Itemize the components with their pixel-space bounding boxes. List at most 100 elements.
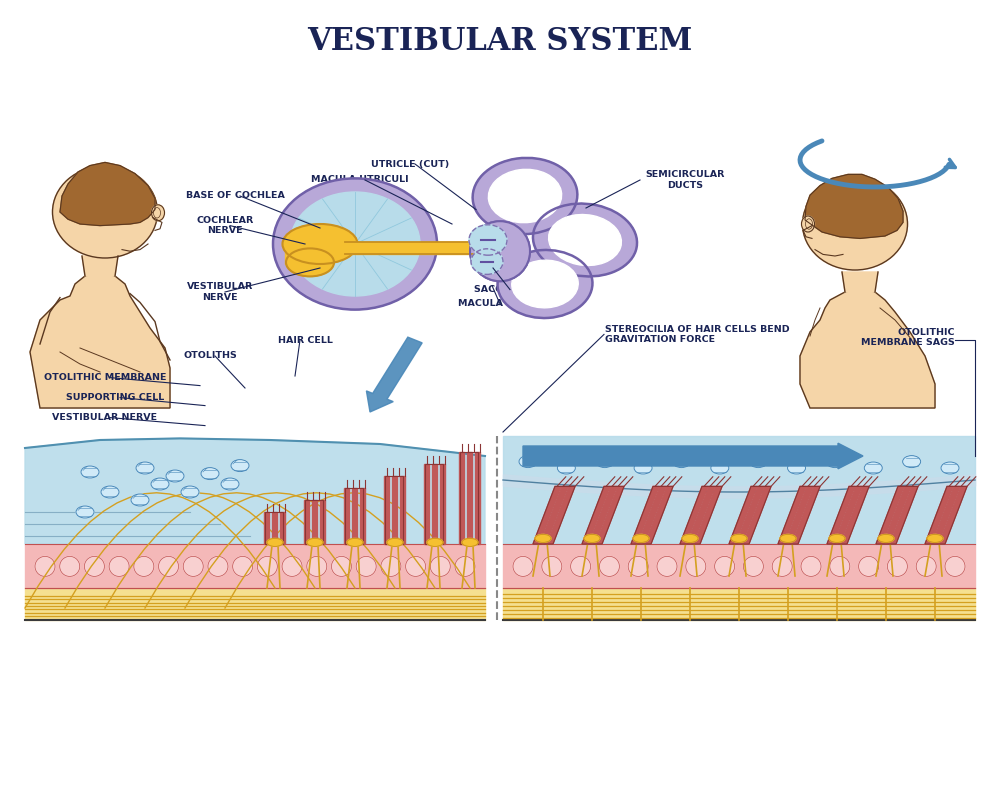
Polygon shape xyxy=(827,486,855,544)
Circle shape xyxy=(290,192,420,296)
Ellipse shape xyxy=(307,557,327,576)
Ellipse shape xyxy=(549,214,621,266)
Ellipse shape xyxy=(571,557,591,576)
Ellipse shape xyxy=(282,557,302,576)
Ellipse shape xyxy=(473,158,577,234)
Polygon shape xyxy=(778,486,806,544)
Ellipse shape xyxy=(462,538,478,546)
Ellipse shape xyxy=(715,557,735,576)
FancyArrow shape xyxy=(523,443,863,469)
Polygon shape xyxy=(890,486,918,544)
Ellipse shape xyxy=(81,466,99,478)
Ellipse shape xyxy=(927,534,943,542)
Ellipse shape xyxy=(830,557,850,576)
Polygon shape xyxy=(596,486,624,544)
Polygon shape xyxy=(25,544,485,588)
Bar xyxy=(320,500,325,544)
Bar xyxy=(344,488,349,544)
Ellipse shape xyxy=(60,557,80,576)
Ellipse shape xyxy=(628,557,648,576)
Ellipse shape xyxy=(470,221,530,281)
Text: VESTIBULAR SYSTEM: VESTIBULAR SYSTEM xyxy=(307,26,693,57)
Polygon shape xyxy=(25,588,485,620)
Circle shape xyxy=(469,225,507,255)
Polygon shape xyxy=(82,256,118,276)
Ellipse shape xyxy=(455,557,475,576)
Polygon shape xyxy=(834,486,862,544)
Polygon shape xyxy=(533,486,561,544)
Ellipse shape xyxy=(208,557,228,576)
Ellipse shape xyxy=(233,557,253,576)
Bar xyxy=(305,500,323,544)
FancyArrow shape xyxy=(366,337,422,412)
Ellipse shape xyxy=(109,557,129,576)
Polygon shape xyxy=(687,486,715,544)
Text: COCHLEAR
NERVE: COCHLEAR NERVE xyxy=(196,216,254,235)
Text: SEMICIRCULAR
DUCTS: SEMICIRCULAR DUCTS xyxy=(645,170,724,190)
Ellipse shape xyxy=(134,557,154,576)
Ellipse shape xyxy=(35,557,55,576)
Bar xyxy=(352,488,357,544)
Ellipse shape xyxy=(512,260,578,308)
Ellipse shape xyxy=(731,534,747,542)
Ellipse shape xyxy=(878,534,894,542)
Ellipse shape xyxy=(513,557,533,576)
Text: SACCULE (CUT): SACCULE (CUT) xyxy=(474,285,556,294)
Ellipse shape xyxy=(533,203,637,277)
Text: OTOLITHIC MEMBRANE: OTOLITHIC MEMBRANE xyxy=(44,373,166,382)
Ellipse shape xyxy=(159,557,179,576)
Bar xyxy=(304,500,309,544)
Bar xyxy=(360,488,365,544)
Polygon shape xyxy=(842,272,878,292)
Text: OTOLITHS: OTOLITHS xyxy=(183,351,237,361)
Ellipse shape xyxy=(201,467,219,480)
Text: VESTIBULAR NERVE: VESTIBULAR NERVE xyxy=(52,413,158,422)
Polygon shape xyxy=(939,486,967,544)
Ellipse shape xyxy=(183,557,203,576)
Polygon shape xyxy=(841,486,869,544)
Ellipse shape xyxy=(76,506,94,518)
Polygon shape xyxy=(800,288,935,408)
Bar xyxy=(264,512,269,544)
Polygon shape xyxy=(805,174,903,238)
Ellipse shape xyxy=(826,455,844,467)
Ellipse shape xyxy=(916,557,936,576)
Ellipse shape xyxy=(596,455,614,467)
Ellipse shape xyxy=(331,557,351,576)
Polygon shape xyxy=(345,242,480,254)
Ellipse shape xyxy=(519,455,537,467)
Ellipse shape xyxy=(749,455,767,467)
Bar xyxy=(424,464,429,544)
Ellipse shape xyxy=(801,557,821,576)
Ellipse shape xyxy=(84,557,104,576)
Polygon shape xyxy=(30,272,170,408)
Polygon shape xyxy=(582,486,610,544)
Bar xyxy=(425,464,443,544)
Ellipse shape xyxy=(557,462,575,474)
Polygon shape xyxy=(729,486,757,544)
Polygon shape xyxy=(736,486,764,544)
Ellipse shape xyxy=(634,462,652,474)
Polygon shape xyxy=(876,486,904,544)
Polygon shape xyxy=(631,486,659,544)
Ellipse shape xyxy=(945,557,965,576)
Ellipse shape xyxy=(231,459,249,472)
Ellipse shape xyxy=(488,170,562,222)
Ellipse shape xyxy=(584,534,600,542)
Bar xyxy=(467,452,472,544)
Ellipse shape xyxy=(657,557,677,576)
Ellipse shape xyxy=(381,557,401,576)
Bar xyxy=(440,464,445,544)
Ellipse shape xyxy=(152,205,164,221)
Ellipse shape xyxy=(52,166,158,258)
Ellipse shape xyxy=(101,486,119,498)
Ellipse shape xyxy=(131,494,149,506)
Bar xyxy=(503,588,975,620)
Ellipse shape xyxy=(788,462,806,474)
Bar xyxy=(503,544,975,588)
Bar xyxy=(272,512,277,544)
Ellipse shape xyxy=(430,557,450,576)
Polygon shape xyxy=(589,486,617,544)
Text: UTRICLE (CUT): UTRICLE (CUT) xyxy=(371,159,449,169)
Ellipse shape xyxy=(151,478,169,490)
